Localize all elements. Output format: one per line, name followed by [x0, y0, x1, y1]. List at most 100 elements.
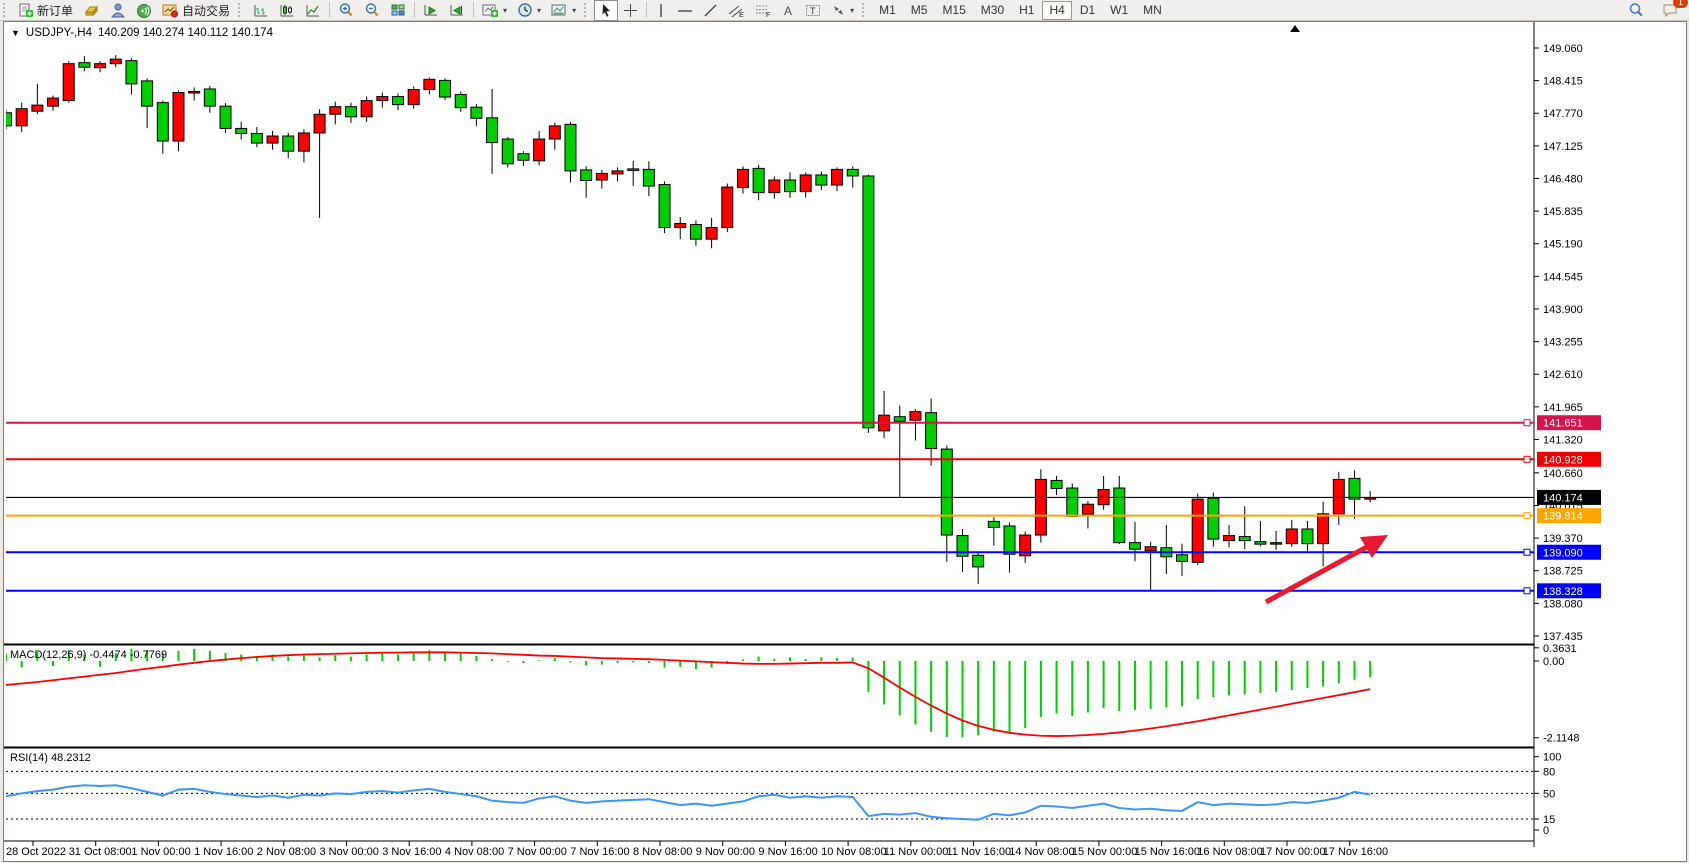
line-anchor-handle[interactable] — [1523, 548, 1531, 556]
candle[interactable] — [392, 93, 404, 111]
candle[interactable] — [78, 56, 91, 72]
rsi-panel[interactable] — [5, 770, 1534, 821]
candle[interactable] — [674, 216, 687, 240]
candle[interactable] — [344, 102, 357, 123]
price-axis[interactable]: 149.060 148.415 147.770 147.125 146.480 145.8… — [1534, 43, 1583, 643]
arrows-tool-button[interactable]: ▾ — [826, 0, 859, 21]
candlestick-chart-button[interactable] — [274, 0, 300, 21]
candle[interactable] — [329, 101, 342, 125]
candle[interactable] — [1176, 543, 1188, 577]
candle[interactable] — [1223, 524, 1236, 548]
candle[interactable] — [1317, 501, 1330, 567]
candle[interactable] — [627, 160, 640, 187]
candle[interactable] — [1270, 531, 1283, 550]
candle[interactable] — [454, 91, 467, 112]
candle[interactable] — [470, 104, 483, 126]
market-watch-button[interactable] — [78, 0, 105, 21]
candle[interactable] — [940, 445, 953, 562]
candle[interactable] — [501, 137, 514, 168]
candle[interactable] — [4, 109, 12, 130]
line-anchor-handle[interactable] — [1523, 512, 1531, 520]
candle[interactable] — [752, 164, 765, 201]
candle[interactable] — [768, 176, 781, 199]
line-anchor-handle[interactable] — [1523, 419, 1531, 427]
candle[interactable] — [972, 551, 985, 585]
toolbar-grip[interactable] — [862, 3, 869, 17]
candle[interactable] — [736, 166, 749, 194]
candle[interactable] — [376, 92, 389, 108]
chart-shift-marker[interactable] — [1290, 25, 1300, 32]
new-order-button[interactable]: 新订单 — [13, 0, 78, 21]
candle[interactable] — [297, 129, 310, 163]
candle[interactable] — [1019, 531, 1032, 563]
signal-button[interactable] — [131, 0, 157, 21]
candle[interactable] — [784, 172, 796, 198]
candle[interactable] — [47, 95, 60, 111]
auto-scroll-button[interactable] — [418, 0, 444, 21]
candle[interactable] — [925, 398, 938, 466]
indicators-button[interactable]: ▾ — [477, 0, 512, 21]
search-button[interactable] — [1623, 0, 1649, 21]
candle[interactable] — [533, 130, 546, 166]
candle[interactable] — [1113, 475, 1126, 545]
candle[interactable] — [878, 390, 891, 438]
candle[interactable] — [439, 78, 452, 101]
candle[interactable] — [658, 181, 671, 234]
candle[interactable] — [94, 61, 107, 73]
candle[interactable] — [1348, 470, 1361, 519]
text-label-tool-button[interactable]: T — [800, 0, 826, 21]
candle[interactable] — [564, 121, 577, 183]
candle[interactable] — [580, 166, 593, 198]
timeframe-button-mn[interactable]: MN — [1143, 3, 1162, 17]
candle[interactable] — [611, 167, 624, 182]
candle[interactable] — [815, 171, 828, 191]
candle[interactable] — [1301, 520, 1314, 553]
candle[interactable] — [642, 161, 655, 197]
candle[interactable] — [125, 58, 138, 95]
macd-panel[interactable] — [6, 648, 1372, 738]
candle[interactable] — [486, 88, 499, 174]
candle[interactable] — [831, 167, 844, 192]
line-chart-button[interactable] — [300, 0, 326, 21]
tile-windows-button[interactable] — [385, 0, 411, 21]
timeframe-button-h1[interactable]: H1 — [1019, 3, 1035, 17]
fibonacci-tool-button[interactable]: F — [750, 0, 777, 21]
timeframe-button-m30[interactable]: M30 — [980, 3, 1005, 17]
date-axis[interactable]: 28 Oct 2022 31 Oct 08:00 1 Nov 00:00 1 Nov … — [6, 841, 1388, 858]
zoom-out-button[interactable] — [359, 0, 385, 21]
notifications-button[interactable]: 1 — [1657, 0, 1688, 21]
candle[interactable] — [517, 151, 530, 166]
periods-button[interactable]: ▾ — [512, 0, 546, 21]
toolbar-grip[interactable] — [238, 3, 245, 17]
collapse-triangle-icon[interactable]: ▼ — [11, 28, 20, 38]
trendline-tool-button[interactable] — [698, 0, 723, 21]
horizontal-line-tool-button[interactable] — [672, 0, 698, 21]
candle[interactable] — [987, 517, 1000, 546]
candle[interactable] — [909, 409, 922, 441]
channel-tool-button[interactable]: E — [723, 0, 750, 21]
templates-button[interactable]: ▾ — [546, 0, 581, 21]
candle[interactable] — [250, 126, 263, 148]
candle[interactable] — [423, 77, 436, 95]
timeframe-button-h4[interactable]: H4 — [1042, 0, 1072, 20]
candle[interactable] — [1050, 475, 1063, 496]
candle[interactable] — [1128, 521, 1141, 562]
candle[interactable] — [282, 132, 295, 159]
candle[interactable] — [141, 78, 154, 128]
candle[interactable] — [313, 109, 326, 218]
toolbar-grip[interactable] — [3, 3, 10, 17]
candle[interactable] — [1285, 519, 1298, 547]
candle[interactable] — [407, 86, 420, 109]
chart-canvas[interactable]: 149.060 148.415 147.770 147.125 146.480 145.8… — [4, 22, 1686, 861]
candle[interactable] — [1254, 520, 1267, 547]
vertical-line-tool-button[interactable] — [650, 0, 672, 21]
candle[interactable] — [219, 103, 232, 133]
zoom-in-button[interactable] — [333, 0, 359, 21]
candle[interactable] — [956, 528, 969, 572]
candle[interactable] — [1238, 506, 1251, 550]
data-window-button[interactable] — [105, 0, 131, 21]
trend-arrow-annotation[interactable] — [1264, 535, 1388, 605]
candle[interactable] — [109, 55, 122, 68]
candle[interactable] — [846, 166, 859, 188]
candle[interactable] — [799, 172, 812, 198]
